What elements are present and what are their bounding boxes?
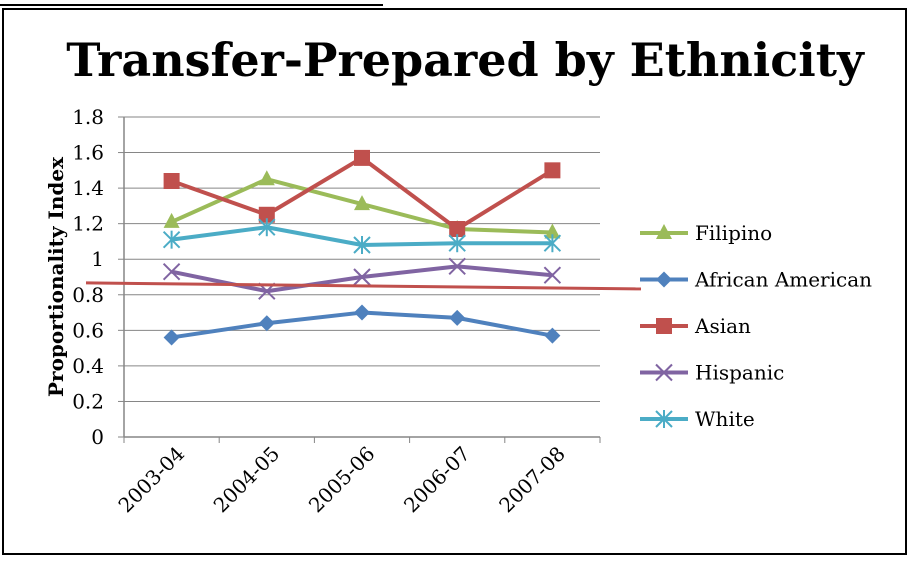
- legend-entry: Filipino: [640, 221, 772, 245]
- y-tick-label: 1: [91, 247, 104, 271]
- x-tick-label: 2003-04: [113, 442, 189, 518]
- legend-marker: [656, 224, 672, 239]
- x-tick-label: 2005-06: [304, 442, 380, 518]
- data-point: [163, 173, 180, 189]
- legend-label: Asian: [694, 314, 751, 338]
- axis-layer: 0 0.2 0.4 0.6 0.8 1 1.2 1.4 1.6 1.8 2003-04 2004-05…: [72, 105, 601, 518]
- data-point: [163, 212, 180, 228]
- data-point: [258, 315, 275, 332]
- data-point: [354, 304, 370, 321]
- y-tick-label: 1.4: [72, 176, 104, 200]
- series-hispanic: [162, 257, 562, 300]
- x-tick-label: 2004-05: [209, 442, 285, 518]
- data-point: [449, 309, 466, 326]
- data-point: [354, 149, 370, 166]
- legend-entry: Hispanic: [640, 361, 784, 385]
- data-point: [162, 262, 181, 281]
- annotation-layer: [85, 281, 642, 291]
- series-line: [170, 155, 554, 231]
- data-point: [258, 218, 276, 237]
- legend: Filipino African American Asian Hispanic Whi…: [640, 221, 872, 431]
- series-asian: [163, 149, 561, 237]
- data-point: [353, 268, 371, 286]
- data-point: [448, 257, 466, 276]
- data-point: [353, 236, 371, 254]
- y-tick-label: 0.2: [72, 389, 104, 413]
- data-point: [449, 221, 466, 237]
- y-tick-label: 0.6: [72, 318, 104, 342]
- reference-line: [85, 281, 642, 291]
- data-point: [543, 234, 562, 253]
- legend-entry: African American: [640, 268, 872, 292]
- legend-entry: White: [640, 407, 755, 431]
- y-axis-label: Proportionality Index: [44, 156, 68, 397]
- data-point: [258, 206, 275, 223]
- y-tick-label: 0.4: [72, 354, 104, 378]
- y-tick-label: 0.8: [72, 283, 104, 307]
- x-tick-label: 2006-07: [399, 442, 475, 518]
- y-tick-label: 0: [91, 425, 104, 449]
- data-point: [258, 170, 275, 186]
- chart-border: [2, 8, 907, 555]
- series-african-american: [163, 304, 561, 346]
- legend-label: Hispanic: [695, 361, 784, 385]
- data-point: [544, 162, 561, 179]
- data-point: [354, 195, 370, 211]
- y-tick-label: 1.6: [72, 141, 104, 165]
- data-point: [544, 223, 561, 239]
- legend-marker: [655, 410, 673, 428]
- legend-marker: [656, 271, 672, 288]
- data-point: [544, 327, 561, 344]
- legend-entry: Asian: [640, 314, 751, 338]
- data-point: [163, 329, 180, 346]
- y-tick-label: 1.8: [72, 105, 104, 129]
- legend-label: White: [695, 407, 755, 431]
- data-point: [162, 230, 181, 249]
- series-layer: [162, 149, 562, 346]
- legend-label: African American: [694, 268, 872, 292]
- chart-title: Transfer-Prepared by Ethnicity: [66, 33, 865, 87]
- data-point: [543, 266, 562, 284]
- legend-marker: [656, 318, 672, 334]
- legend-label: Filipino: [695, 221, 772, 245]
- x-tick-label: 2007-08: [494, 442, 570, 518]
- y-tick-label: 1.2: [72, 212, 104, 236]
- legend-marker: [655, 363, 673, 382]
- data-point: [448, 234, 466, 253]
- series-white: [162, 218, 562, 254]
